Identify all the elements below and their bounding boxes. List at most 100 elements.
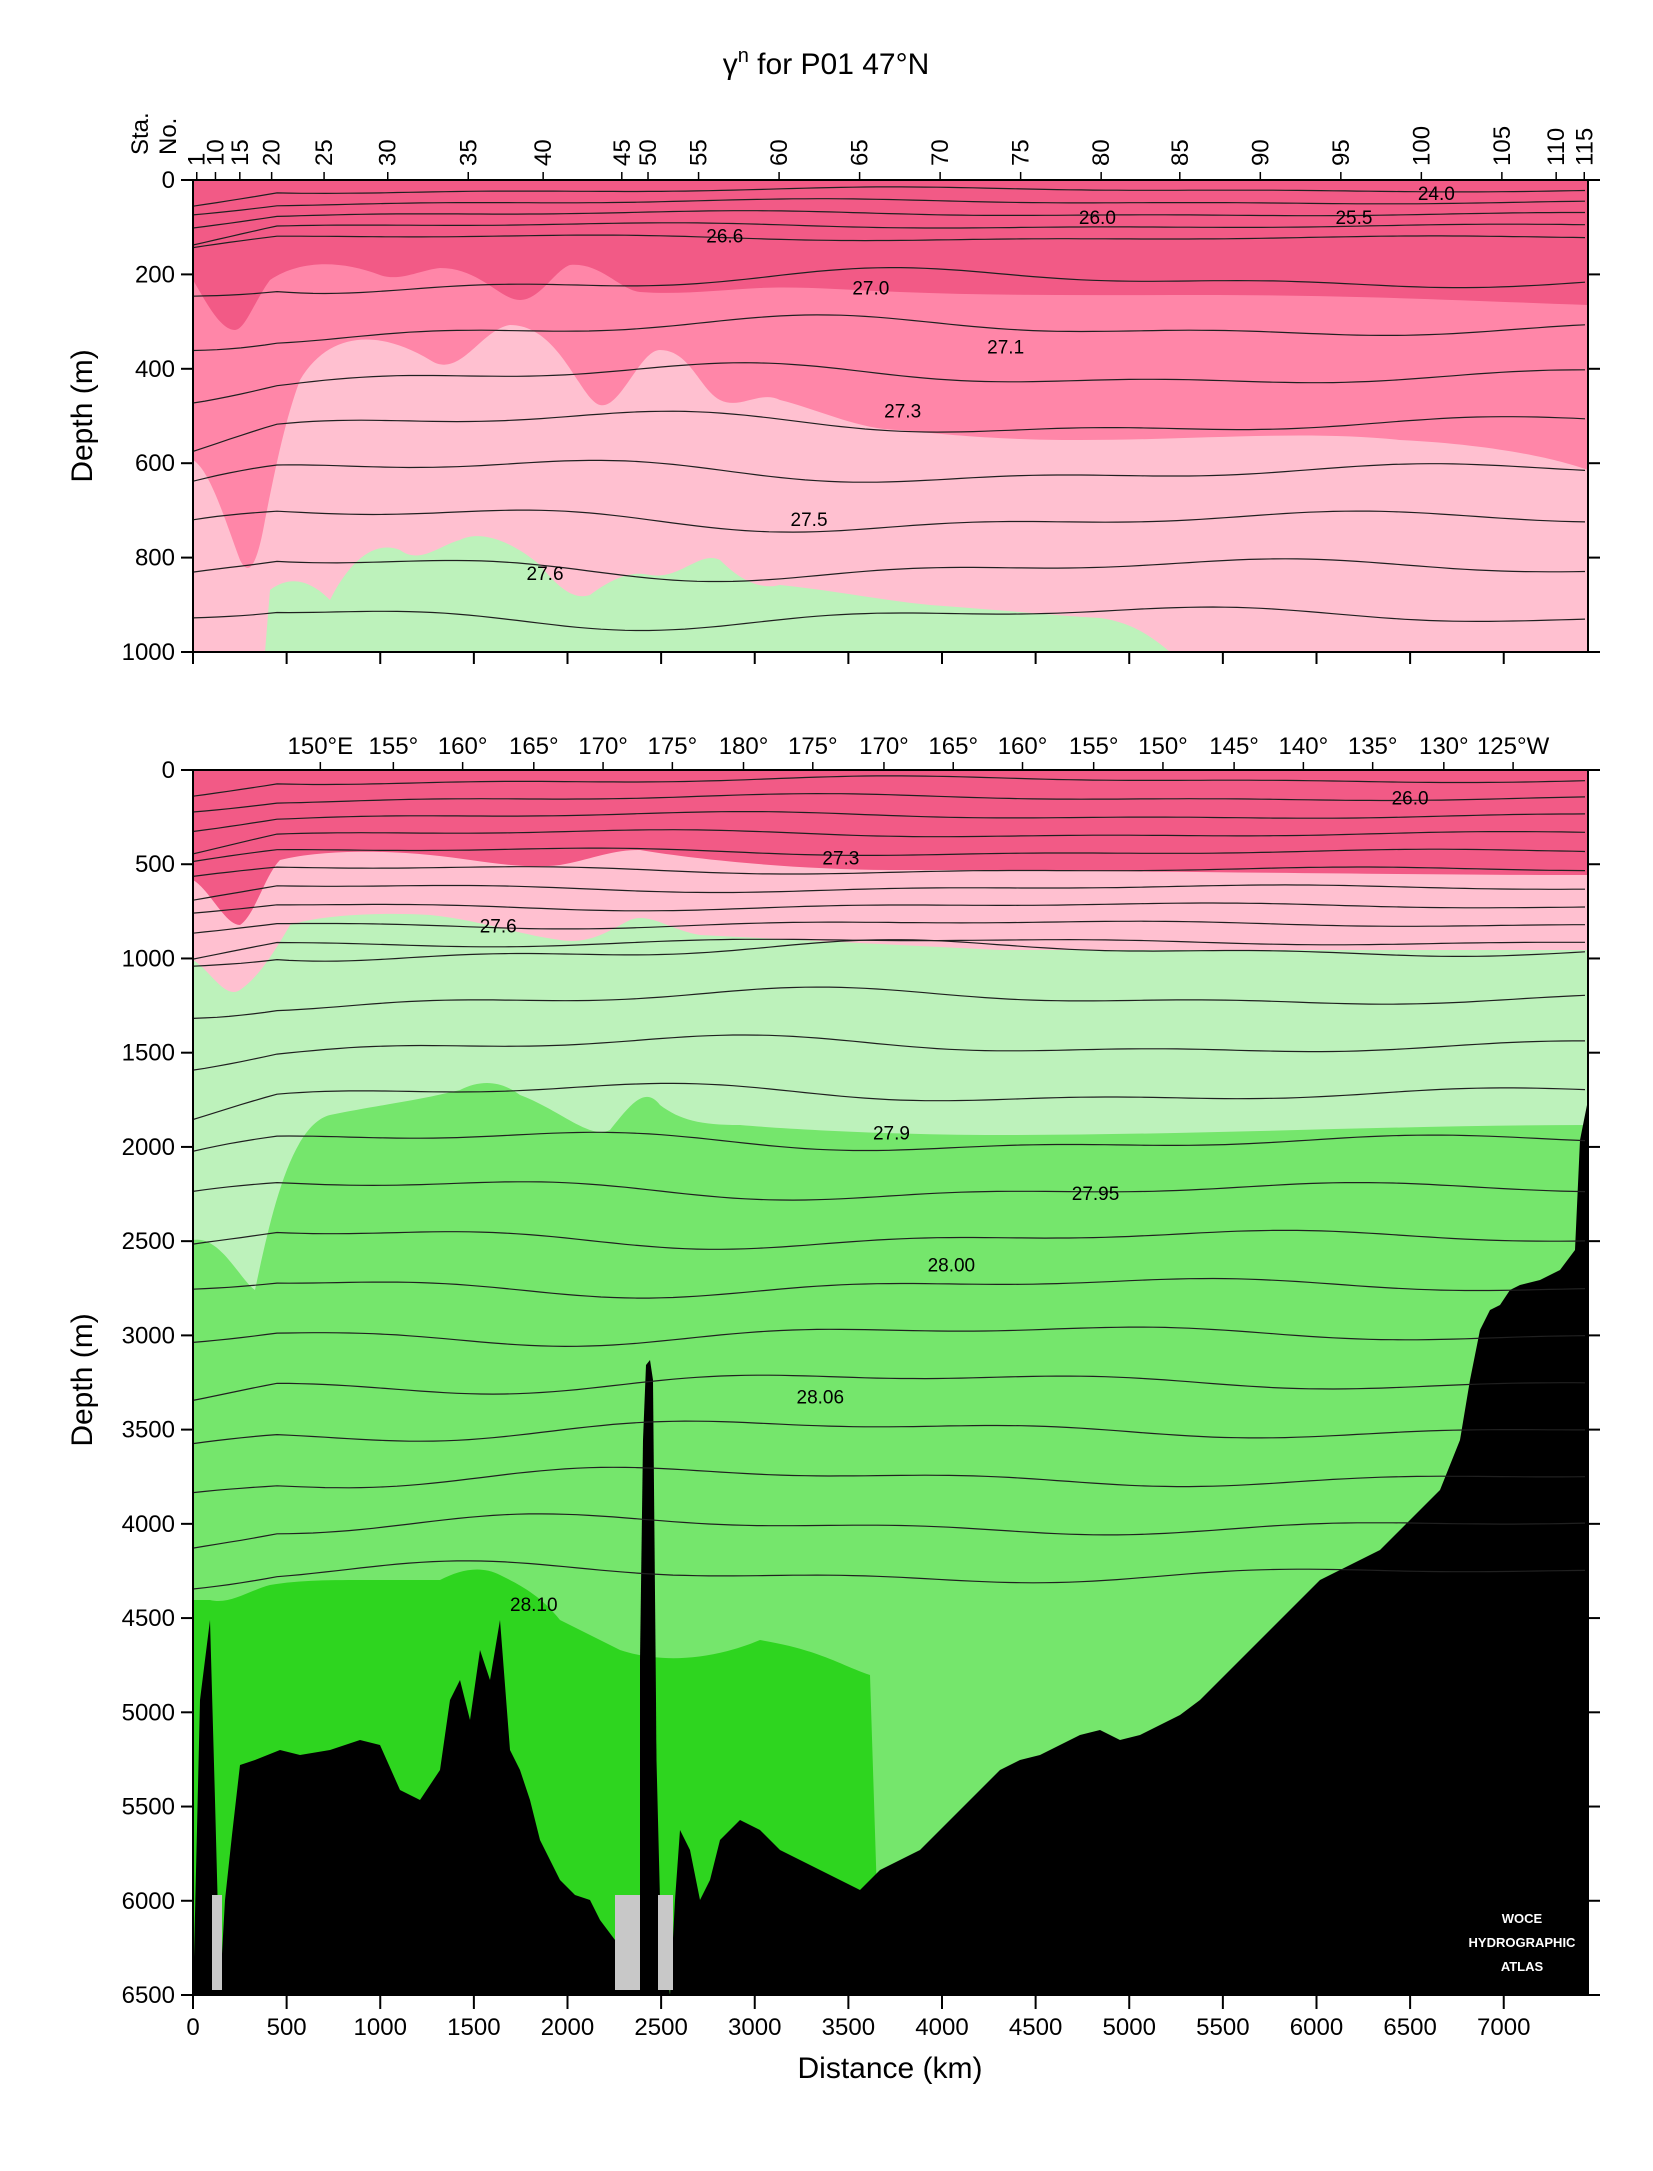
station-label: 60 (766, 139, 793, 166)
top-x-ticks (192, 652, 1505, 664)
x-tick-label: 5000 (1103, 2014, 1156, 2041)
station-label: 70 (927, 139, 954, 166)
y-tick-label: 400 (135, 356, 175, 383)
stamp-line-hydrographic: HYDROGRAPHIC (1469, 1935, 1577, 1950)
contour-line (193, 1560, 1586, 1590)
bottom-contour-lines (193, 775, 1586, 1590)
y-tick-label: 3500 (122, 1417, 175, 1444)
y-tick-label: 600 (135, 450, 175, 477)
station-label: 25 (311, 139, 338, 166)
top-contour-labels: 24.0 26.0 25.5 26.6 27.0 27.1 27.3 27.5 27.6 (527, 184, 1455, 585)
contour-line (193, 811, 1586, 833)
bottom-plot-area (193, 770, 1588, 1995)
longitude-label: 165° (928, 733, 978, 760)
x-tick-label: 3000 (728, 2014, 781, 2041)
contour-line (193, 459, 1586, 483)
top-contour-lines (193, 186, 1586, 632)
longitude-label: 135° (1348, 733, 1398, 760)
bottom-y-axis-title: Depth (m) (66, 1313, 99, 1446)
y-tick-label: 6500 (122, 1982, 175, 2009)
x-tick-label: 2000 (541, 2014, 594, 2041)
y-tick-label: 5500 (122, 1794, 175, 1821)
station-label: 95 (1328, 139, 1355, 166)
x-tick-label: 6000 (1290, 2014, 1343, 2041)
y-tick-label: 0 (162, 757, 175, 784)
chart-title-rest: for P01 47°N (749, 48, 929, 81)
bottom-x-axis: 0 500 1000 1500 2000 2500 3000 3500 4000 4500 5000… (186, 1995, 1530, 2041)
contour-line (193, 1466, 1586, 1494)
longitude-label: 180° (719, 733, 769, 760)
contour-line (193, 314, 1586, 352)
longitude-label: 170° (859, 733, 909, 760)
bottom-contour-labels: 26.0 27.3 27.6 27.9 27.95 28.00 28.06 28.10 (480, 788, 1429, 1616)
contour-value-label: 28.00 (928, 1256, 976, 1277)
bottom-band-dark-pink (193, 770, 1588, 925)
station-label: 15 (227, 139, 254, 166)
contour-line (193, 938, 1585, 960)
x-tick-label: 6500 (1383, 2014, 1436, 2041)
longitude-label: 175° (648, 733, 698, 760)
station-label: 65 (847, 139, 874, 166)
station-label: 40 (530, 139, 557, 166)
contour-line (193, 792, 1586, 813)
longitude-label: 160° (438, 733, 488, 760)
y-tick-label: 200 (135, 261, 175, 288)
station-label: 10 (202, 139, 229, 166)
bottom-x-axis-title: Distance (km) (797, 2052, 982, 2085)
longitude-label: 155° (1069, 733, 1119, 760)
contour-value-label: 27.6 (527, 564, 564, 585)
x-tick-label: 4000 (915, 2014, 968, 2041)
contour-line (193, 1082, 1586, 1121)
contour-line (193, 920, 1585, 934)
stamp-line-atlas: ATLAS (1501, 1959, 1544, 1974)
x-tick-label: 7000 (1477, 2014, 1530, 2041)
station-label: 80 (1088, 139, 1115, 166)
contour-line (193, 234, 1586, 249)
contour-line (193, 1229, 1586, 1250)
top-y-axis: 0 200 400 600 800 1000 (122, 167, 1600, 666)
contour-line (193, 1513, 1586, 1549)
longitude-label: 150° (1138, 733, 1188, 760)
contour-line (193, 509, 1586, 533)
woce-atlas-stamp: WOCE HYDROGRAPHIC ATLAS (1469, 1911, 1577, 1974)
station-label: 75 (1008, 139, 1035, 166)
station-label: 55 (686, 139, 713, 166)
chart-title-superscript: n (738, 45, 749, 67)
longitude-label: 160° (998, 733, 1048, 760)
top-plot-frame (192, 179, 1589, 653)
longitude-label: 125°W (1477, 733, 1550, 760)
station-label: 20 (259, 139, 286, 166)
contour-line (193, 1374, 1586, 1401)
contour-value-label: 26.0 (1079, 208, 1116, 229)
contour-line (193, 829, 1586, 855)
contour-line (193, 866, 1586, 877)
no-data-area (658, 1895, 673, 1990)
y-tick-label: 2500 (122, 1228, 175, 1255)
station-label: 100 (1408, 126, 1435, 166)
station-label: 85 (1167, 139, 1194, 166)
contour-value-label: 27.1 (987, 338, 1024, 359)
longitude-label: 140° (1279, 733, 1329, 760)
y-tick-label: 1000 (122, 945, 175, 972)
contour-line (193, 222, 1586, 246)
x-tick-label: 500 (267, 2014, 307, 2041)
x-tick-label: 1000 (354, 2014, 407, 2041)
top-y-axis-title: Depth (m) (66, 349, 99, 482)
contour-line (193, 267, 1586, 297)
contour-value-label: 26.6 (706, 227, 743, 248)
chart-title-gamma: γ (723, 48, 738, 81)
contour-line (193, 1326, 1586, 1348)
chart-title: γn for P01 47°N (723, 45, 930, 81)
y-tick-label: 4000 (122, 1511, 175, 1538)
bottom-plot-frame (192, 769, 1589, 1996)
contour-line (193, 986, 1586, 1019)
longitude-label: 150°E (288, 733, 354, 760)
emperor-seamount-ridge (640, 1360, 658, 1995)
y-tick-label: 1000 (122, 639, 175, 666)
y-tick-label: 800 (135, 545, 175, 572)
station-label: 115 (1571, 128, 1598, 166)
station-label: 90 (1247, 139, 1274, 166)
y-tick-label: 2000 (122, 1134, 175, 1161)
x-tick-label: 5500 (1196, 2014, 1249, 2041)
